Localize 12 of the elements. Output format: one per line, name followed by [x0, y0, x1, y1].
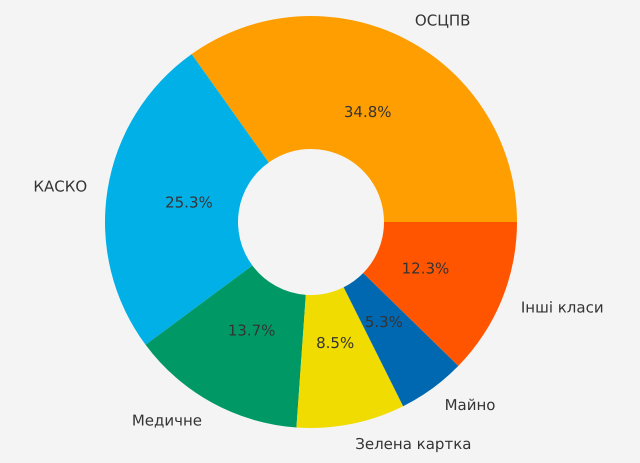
slice-label: Майно [444, 396, 496, 414]
data-label: 8.5% [316, 334, 354, 352]
data-label: 13.7% [228, 321, 276, 340]
slice-label: Інші класи [520, 298, 604, 316]
data-label: 12.3% [402, 260, 450, 278]
data-label: 5.3% [364, 312, 403, 331]
slice-label: ОСЦПВ [414, 12, 470, 30]
slice-label: Медичне [132, 412, 202, 430]
slice-label: КАСКО [33, 178, 88, 196]
data-label: 25.3% [165, 194, 213, 212]
data-label: 34.8% [344, 103, 392, 122]
slice-label: Зелена картка [355, 435, 472, 454]
